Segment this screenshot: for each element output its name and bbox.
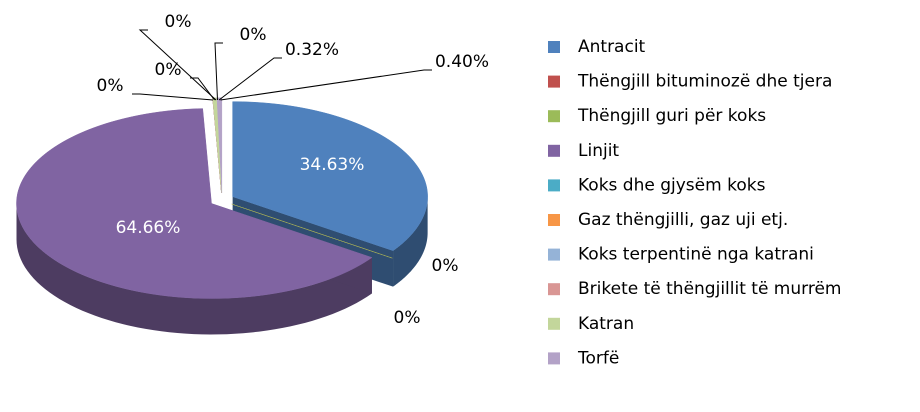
legend-label: Gaz thëngjilli, gaz uji etj. [578,210,788,230]
legend-swatch [548,214,560,226]
slice [16,108,373,299]
legend-swatch [548,41,560,53]
leader-line [132,93,214,101]
data-label: 0% [240,25,267,45]
legend-label: Koks terpentinë nga katrani [578,245,814,265]
leader-line [138,29,217,101]
leader-line [214,42,223,101]
data-label: 0% [432,256,459,276]
leader-line [220,69,432,101]
legend-swatch [548,317,560,330]
slice-side [393,196,428,287]
slice [212,97,222,193]
slice [231,203,393,259]
legend-swatch [548,352,560,365]
data-label: 64.66% [116,218,181,238]
leader-line [190,77,215,101]
leader-line [218,57,282,101]
legend-swatch [548,110,560,123]
data-label: 0% [165,12,192,32]
legend-label: Katran [578,314,634,334]
legend-swatch [548,179,560,192]
data-label: 0% [155,60,182,80]
legend-swatch [548,144,560,157]
legend-label: Torfë [577,348,619,368]
data-label: 0.40% [435,52,489,72]
legend-label: Thëngjill bituminozë dhe tjera [577,72,832,92]
slice [232,101,428,251]
data-label: 0% [97,76,124,96]
legend-label: Thëngjill guri për koks [577,106,766,126]
data-label: 34.63% [300,155,365,175]
legend-swatch [548,248,560,261]
legend-label: Brikete të thëngjillit të murrëm [578,279,841,299]
legend-swatch [548,75,560,88]
data-label: 0% [394,308,421,328]
slice [216,97,223,193]
legend-label: Antracit [578,37,646,57]
data-label: 0.32% [285,40,339,60]
legend-swatch [548,283,560,296]
legend-label: Koks dhe gjysëm koks [578,175,766,195]
legend-label: Linjit [578,141,619,161]
slice-side [16,203,372,335]
